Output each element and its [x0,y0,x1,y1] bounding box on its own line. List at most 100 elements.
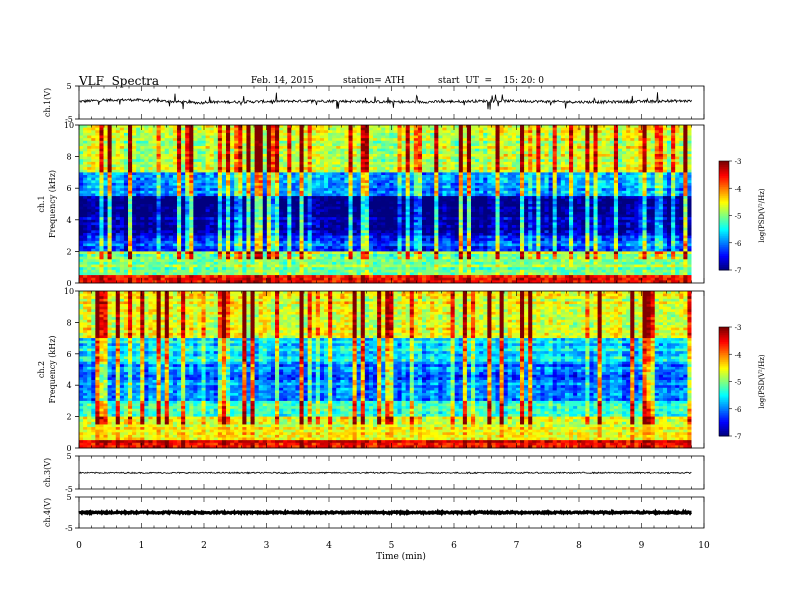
psd-cell [262,177,268,181]
psd-cell [373,188,378,192]
psd-cell [258,190,264,194]
psd-cell [471,156,476,160]
psd-cell [197,125,202,129]
psd-cell [140,148,145,152]
psd-cell [340,146,345,150]
psd-cell [315,209,321,213]
psd-cell [254,185,260,189]
psd-cell [679,151,684,155]
psd-cell [128,132,133,136]
psd-cell [99,135,104,139]
psd-cell [438,125,443,129]
psd-cell [368,175,374,179]
psd-cell [201,175,206,179]
psd-cell [409,193,415,197]
psd-cell [83,180,88,184]
psd-cell [348,180,353,184]
psd-cell [524,204,529,208]
psd-cell [503,130,509,134]
psd-cell [417,138,423,142]
psd-cell [687,135,692,139]
psd-cell [172,206,178,210]
psd-cell [671,175,676,179]
psd-cell [307,156,313,160]
psd-cell [246,209,251,213]
psd-cell [275,175,280,179]
psd-cell [291,138,296,142]
psd-cell [368,180,374,184]
psd-cell [332,161,337,165]
psd-cell [466,127,472,131]
psd-cell [683,204,688,208]
psd-cell [499,125,505,129]
psd-cell [185,172,190,176]
psd-cell [381,175,386,179]
psd-cell [475,130,480,134]
psd-cell [430,161,435,165]
psd-cell [83,211,88,215]
psd-cell [671,143,676,147]
psd-cell [560,159,566,163]
psd-cell [593,204,598,208]
psd-cell [336,188,341,192]
psd-cell [609,204,615,208]
psd-cell [156,196,162,200]
psd-cell [328,198,333,202]
psd-cell [340,138,345,142]
psd-cell [581,140,586,144]
psd-cell [491,177,496,181]
psd-cell [258,161,264,165]
psd-cell [242,143,247,147]
psd-cell [479,209,484,213]
psd-cell [654,159,660,163]
psd-cell [324,125,329,129]
psd-cell [520,130,525,134]
psd-cell [446,190,451,194]
psd-cell [675,193,680,197]
psd-cell [275,159,280,163]
psd-cell [152,132,157,136]
psd-cell [79,185,84,189]
psd-cell [185,127,190,131]
psd-cell [569,185,574,189]
psd-cell [209,196,215,200]
psd-cell [683,169,688,173]
psd-cell [442,130,447,134]
psd-cell [360,177,366,181]
psd-cell [152,180,157,184]
psd-cell [246,143,251,147]
psd-cell [340,209,345,213]
psd-cell [667,167,672,171]
psd-cell [172,169,178,173]
psd-cell [324,140,329,144]
psd-cell [389,206,394,210]
psd-cell [250,127,255,131]
psd-cell [107,182,113,186]
psd-cell [324,161,329,165]
psd-cell [430,204,435,208]
psd-cell [597,138,603,142]
psd-cell [213,180,219,184]
psd-cell [128,148,133,152]
psd-cell [275,204,280,208]
psd-cell [507,180,513,184]
psd-cell [128,185,133,189]
psd-cell [197,172,202,176]
psd-cell [283,206,288,210]
psd-cell [426,182,431,186]
psd-cell [230,140,235,144]
psd-cell [324,198,329,202]
psd-cell [511,132,517,136]
psd-cell [397,175,402,179]
psd-cell [491,204,496,208]
psd-cell [181,140,186,144]
psd-cell [279,177,284,181]
psd-cell [593,140,598,144]
psd-cell [630,193,635,197]
psd-cell [172,209,178,213]
psd-cell [144,172,149,176]
psd-cell [303,159,309,163]
psd-cell [495,201,500,205]
psd-cell [144,177,149,181]
psd-cell [638,180,643,184]
